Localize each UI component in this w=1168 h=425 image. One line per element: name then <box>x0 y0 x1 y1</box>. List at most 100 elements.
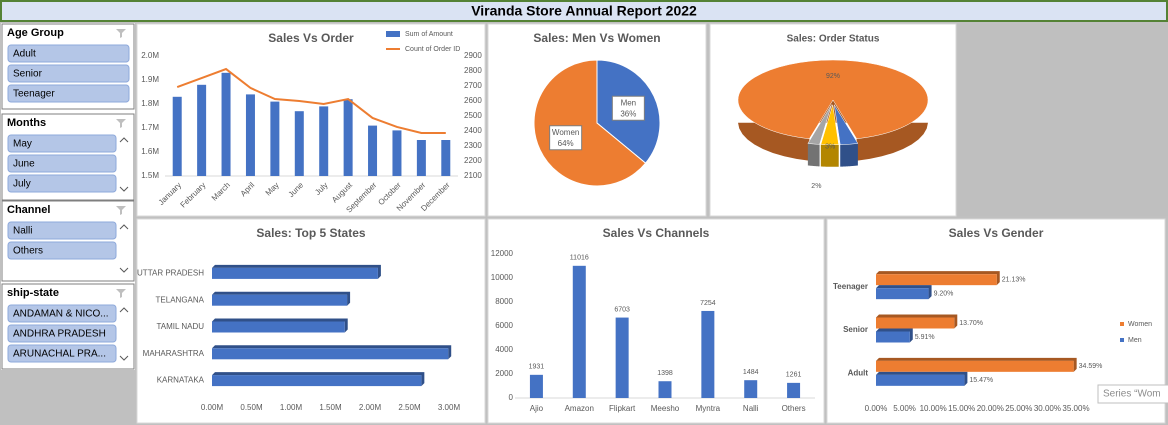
filter-icon[interactable] <box>116 29 126 38</box>
y-tick-label: TAMIL NADU <box>156 322 204 331</box>
bar-depth <box>876 285 932 300</box>
filter-icon[interactable] <box>116 289 126 298</box>
slicer-item[interactable] <box>7 344 117 363</box>
value-label: 64% <box>558 139 574 148</box>
slicer-item[interactable] <box>7 174 117 193</box>
filter-icon[interactable] <box>116 119 126 128</box>
y-tick-label: 0 <box>509 393 514 402</box>
value-label: 1261 <box>786 372 802 379</box>
slicer-item[interactable] <box>7 64 130 83</box>
y-tick-label: 2000 <box>495 369 513 378</box>
value-label: 13.70% <box>959 320 983 327</box>
slicer-item[interactable] <box>7 241 117 260</box>
x-tick-label: 5.00% <box>893 404 916 413</box>
x-tick-label: 1.50M <box>319 403 342 412</box>
bar-depth <box>212 264 381 279</box>
slicer-item[interactable] <box>7 304 117 323</box>
bar-depth <box>212 291 351 306</box>
x-tick-label: 2.50M <box>398 403 421 412</box>
value-label: 7254 <box>700 300 716 307</box>
bar <box>319 106 329 176</box>
value-label: 11016 <box>570 255 589 262</box>
y-tick-label: 1.5M <box>141 171 159 180</box>
scroll-down[interactable] <box>119 267 129 273</box>
bar-depth <box>212 372 425 387</box>
chart-title: Sales Vs Gender <box>949 226 1044 240</box>
x-tick-label: 20.00% <box>977 404 1004 413</box>
x-tick-label: 3.00M <box>438 403 461 412</box>
value-label: 1398 <box>657 370 673 377</box>
y2-tick-label: 2400 <box>464 126 482 135</box>
x-tick-label: 30.00% <box>1034 404 1061 413</box>
bar-face <box>876 317 955 329</box>
x-tick-label: Others <box>782 404 806 413</box>
bar <box>270 101 280 176</box>
slicer-item[interactable] <box>7 44 130 63</box>
y-tick-label: Senior <box>843 325 868 334</box>
chart-title: Sales Vs Order <box>268 31 354 45</box>
slicer-item[interactable] <box>7 134 117 153</box>
y-tick-label: 8000 <box>495 297 513 306</box>
category-label: Men <box>621 98 637 107</box>
y-tick-label: UTTAR PRADESH <box>137 269 204 278</box>
slicer-item-label: ARUNACHAL PRA... <box>13 349 106 360</box>
bar <box>245 94 255 176</box>
bar-face <box>212 375 422 387</box>
x-tick-label: Meesho <box>651 404 680 413</box>
y-tick-label: 4000 <box>495 345 513 354</box>
bar-face <box>212 267 378 279</box>
value-label: 9.20% <box>934 291 954 298</box>
bar-depth <box>876 357 1077 372</box>
pie-slice <box>834 104 859 167</box>
scroll-up[interactable] <box>119 307 129 313</box>
chart-panel <box>487 218 825 424</box>
chart-title: Sales: Men Vs Women <box>533 31 660 45</box>
bar <box>876 357 1077 372</box>
bar-face <box>212 348 449 360</box>
value-label: 3% <box>825 144 835 151</box>
x-tick-label: Myntra <box>696 404 721 413</box>
y-tick-label: 1.6M <box>141 147 159 156</box>
bar <box>441 140 451 176</box>
scroll-up[interactable] <box>119 224 129 230</box>
slicer-item[interactable] <box>7 324 117 343</box>
legend-label: Sum of Amount <box>405 31 453 38</box>
y-tick-label: KARNATAKA <box>157 376 205 385</box>
value-label: 6703 <box>614 306 630 313</box>
bar <box>701 310 715 398</box>
x-tick-label: 35.00% <box>1062 404 1089 413</box>
bar <box>615 317 629 398</box>
value-label: 34.59% <box>1079 363 1103 370</box>
slicer-item-label: Senior <box>13 69 43 80</box>
line <box>176 67 446 134</box>
bar-face <box>876 360 1074 372</box>
scroll-down[interactable] <box>119 355 129 361</box>
label-box <box>611 95 645 121</box>
filter-icon[interactable] <box>116 206 126 215</box>
value-label: 15.47% <box>969 377 993 384</box>
x-tick-label: Amazon <box>565 404 594 413</box>
slicer-item[interactable] <box>7 154 117 173</box>
slicer-item[interactable] <box>7 84 130 103</box>
title-bar <box>0 0 1168 22</box>
slicer-item[interactable] <box>7 221 117 240</box>
y2-tick-label: 2800 <box>464 66 482 75</box>
bar <box>221 72 231 176</box>
bar <box>212 264 381 279</box>
bar <box>172 96 182 176</box>
bar-depth <box>212 318 348 333</box>
y-tick-label: 6000 <box>495 321 513 330</box>
bar <box>572 265 586 398</box>
scroll-up[interactable] <box>119 137 129 143</box>
x-tick-label: 2.00M <box>359 403 382 412</box>
y-tick-label: 10000 <box>491 273 514 282</box>
y2-tick-label: 2600 <box>464 96 482 105</box>
y-tick-label: 1.7M <box>141 123 159 132</box>
bar <box>876 371 968 386</box>
scroll-down[interactable] <box>119 186 129 192</box>
bar <box>368 125 378 176</box>
chart-title: Sales: Top 5 States <box>256 226 365 240</box>
chart-title: Sales: Order Status <box>787 34 880 45</box>
bar <box>212 372 425 387</box>
